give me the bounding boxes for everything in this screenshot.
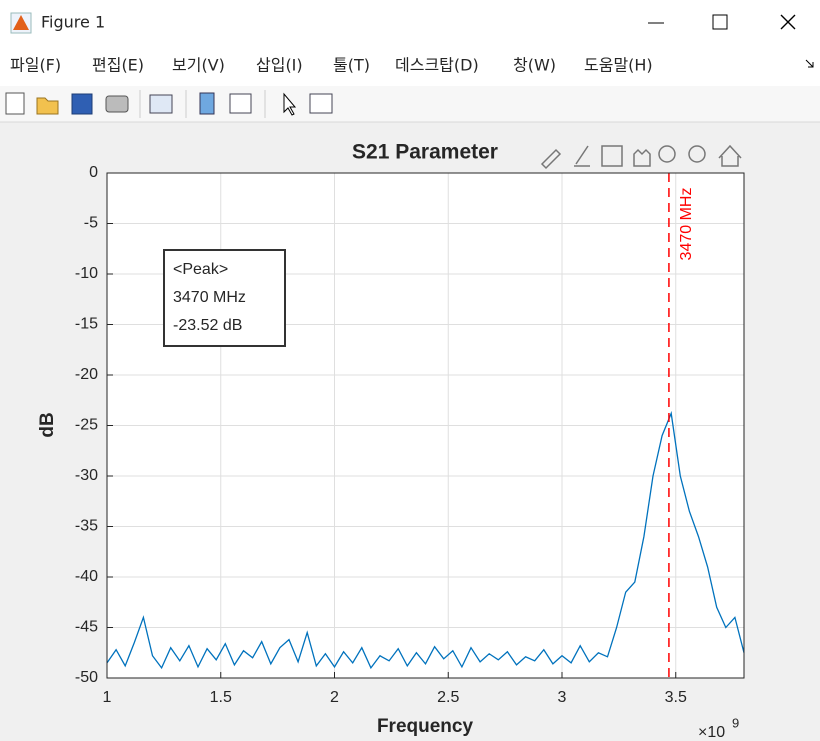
- save-icon[interactable]: [71, 93, 93, 115]
- toolbar-icons: [5, 90, 333, 118]
- y-tick-label: -5: [84, 215, 98, 232]
- menu-item[interactable]: 창(W): [513, 56, 556, 75]
- menu-item[interactable]: 도움말(H): [584, 56, 653, 75]
- data-line: [106, 410, 745, 670]
- axes-box: [106, 172, 745, 679]
- annotation-box: [163, 249, 286, 347]
- axes: 1 1.5 2 2.5 3 3.5 0 -5 -10 -15 -20 -25 -30 -35 -40 -45 -…: [37, 141, 745, 741]
- app-icon: [10, 12, 32, 34]
- y-tick-label: -10: [75, 265, 98, 282]
- x-multiplier-base: ×10: [698, 724, 725, 741]
- y-tick-label: -30: [75, 467, 98, 484]
- toolbar: [0, 86, 820, 122]
- print-icon[interactable]: [105, 95, 129, 113]
- pan-icon[interactable]: [633, 148, 651, 167]
- x-tick-label: 1: [103, 689, 112, 706]
- y-axis-label: dB: [37, 412, 58, 437]
- open-icon[interactable]: [36, 97, 59, 115]
- x-axis-label: Frequency: [377, 716, 474, 737]
- home-icon[interactable]: [718, 144, 742, 167]
- y-tick-label: -15: [75, 316, 98, 333]
- menu-item[interactable]: 편집(E): [92, 56, 144, 75]
- y-tick-label: -45: [75, 619, 98, 636]
- y-tick-label: -20: [75, 366, 98, 383]
- menu-item[interactable]: 삽입(I): [256, 56, 303, 75]
- menu-collapse[interactable]: [805, 59, 814, 68]
- peak-marker-label: 3470 MHz: [678, 188, 695, 261]
- menu-item[interactable]: 보기(V): [172, 56, 225, 75]
- legend-icon[interactable]: [229, 93, 252, 114]
- maximize-button[interactable]: [712, 14, 728, 30]
- link-icon[interactable]: [149, 94, 173, 114]
- datatip-icon[interactable]: [574, 145, 590, 167]
- x-tick-label: 3.5: [665, 689, 687, 706]
- zoom-in-icon[interactable]: [658, 145, 676, 163]
- chart-title: S21 Parameter: [352, 141, 498, 164]
- x-tick-label: 2.5: [437, 689, 459, 706]
- y-tick-label: -25: [75, 417, 98, 434]
- colorbar-icon[interactable]: [199, 92, 215, 115]
- pointer-icon[interactable]: [283, 92, 297, 116]
- y-tick-label: -35: [75, 518, 98, 535]
- y-tick-label: -50: [75, 669, 98, 686]
- annotation-text: -23.52 dB: [173, 317, 242, 334]
- x-tick-label: 2: [330, 689, 339, 706]
- y-tick-label: 0: [89, 164, 98, 181]
- menu-bar: 파일(F) 편집(E) 보기(V) 삽입(I) 툴(T) 데스크탑(D) 창(W) 도움말(H…: [10, 56, 653, 75]
- menu-item[interactable]: 파일(F): [10, 56, 61, 75]
- zoom-out-icon[interactable]: [688, 145, 706, 163]
- menu-item[interactable]: 데스크탑(D): [395, 56, 479, 75]
- annotation-text: <Peak>: [173, 261, 228, 278]
- property-icon[interactable]: [309, 93, 333, 114]
- y-tick-label: -40: [75, 568, 98, 585]
- annotation-text: 3470 MHz: [173, 289, 246, 306]
- window-title: Figure 1: [41, 13, 105, 32]
- title-and-menu-bar: [0, 0, 820, 86]
- legend-toggle-icon[interactable]: [601, 145, 623, 167]
- close-button[interactable]: [780, 14, 796, 30]
- axes-toolbar: [540, 144, 742, 170]
- new-icon[interactable]: [5, 92, 25, 115]
- x-tick-label: 3: [558, 689, 567, 706]
- x-multiplier-exponent: 9: [732, 715, 739, 730]
- brush-icon[interactable]: [540, 148, 562, 170]
- menu-item[interactable]: 툴(T): [333, 56, 370, 75]
- x-tick-label: 1.5: [210, 689, 232, 706]
